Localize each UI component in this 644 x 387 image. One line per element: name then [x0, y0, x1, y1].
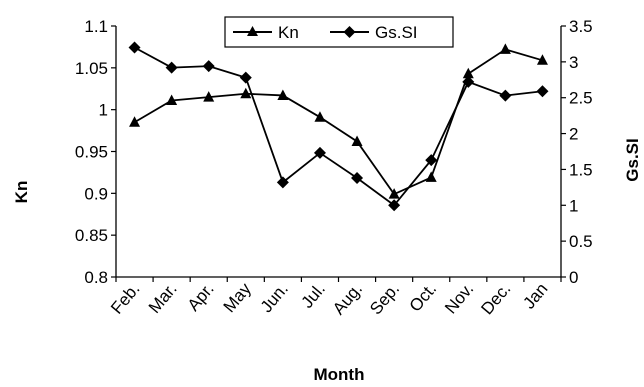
data-point-kn — [129, 116, 141, 127]
data-point-gs-si — [239, 71, 252, 84]
data-point-kn — [240, 87, 252, 99]
left-tick-label: 0.85 — [75, 226, 108, 245]
data-point-kn — [462, 67, 474, 79]
data-point-gs-si — [425, 154, 438, 167]
x-tick-label: Mar. — [145, 279, 181, 317]
right-tick-label: 1 — [569, 196, 578, 215]
data-point-kn — [314, 111, 326, 122]
data-point-gs-si — [128, 41, 141, 54]
data-point-kn — [351, 135, 363, 146]
left-tick-label: 0.95 — [75, 143, 108, 162]
data-point-gs-si — [536, 85, 549, 98]
data-point-gs-si — [388, 199, 401, 212]
right-tick-label: 1.5 — [569, 160, 593, 179]
x-tick-label: Jan — [519, 279, 551, 312]
data-point-kn — [499, 43, 511, 54]
x-tick-label: Nov. — [441, 279, 477, 317]
right-tick-label: 3.5 — [569, 17, 593, 36]
right-tick-label: 2.5 — [569, 89, 593, 108]
data-point-gs-si — [351, 172, 364, 185]
right-tick-label: 3 — [569, 53, 578, 72]
x-tick-label: May — [220, 279, 256, 316]
axes: 0.8 0.85 0.9 0.95 1 1.05 1.1 0 0.5 1 1.5 2 2.5 3 3.5 Fe… — [75, 17, 593, 318]
left-tick-label: 0.9 — [84, 184, 108, 203]
x-tick-label: Sep. — [366, 279, 403, 318]
data-point-gs-si — [202, 60, 215, 73]
left-tick-label: 0.8 — [84, 268, 108, 287]
data-point-kn — [166, 94, 178, 105]
data-point-gs-si — [313, 146, 326, 159]
legend: Kn Gs.SI — [224, 16, 454, 48]
data-point-gs-si — [462, 75, 475, 88]
right-tick-label: 0.5 — [569, 232, 593, 251]
data-point-kn — [277, 89, 289, 100]
legend-gssi-diamond-icon — [343, 26, 356, 38]
data-point-kn — [388, 188, 400, 199]
x-tick-label: Jun. — [257, 279, 292, 316]
x-tick-label: Oct. — [406, 279, 441, 315]
x-tick-label: Aug. — [329, 279, 366, 318]
x-axis-title: Month — [314, 365, 365, 384]
left-tick-label: 1 — [99, 101, 108, 120]
series-line-gs-si — [134, 46, 543, 207]
x-tick-label: Feb. — [107, 279, 143, 317]
data-point-kn — [203, 91, 215, 102]
right-tick-label: 2 — [569, 125, 578, 144]
series-line-kn — [134, 48, 543, 196]
legend-kn-triangle-icon — [247, 26, 258, 36]
left-tick-label: 1.05 — [75, 59, 108, 78]
x-tick-label: Jul. — [297, 279, 329, 311]
legend-kn-label: Kn — [278, 23, 299, 42]
x-tick-label: Dec. — [477, 279, 514, 318]
left-tick-label: 1.1 — [84, 17, 108, 36]
right-axis-title: Gs.SI — [623, 138, 642, 181]
right-tick-label: 0 — [569, 268, 578, 287]
legend-gssi-label: Gs.SI — [375, 23, 418, 42]
series-layer — [128, 41, 549, 212]
data-point-kn — [425, 171, 437, 182]
data-point-gs-si — [165, 61, 178, 74]
left-axis-title: Kn — [12, 181, 31, 204]
data-point-gs-si — [499, 89, 512, 102]
data-point-gs-si — [276, 176, 289, 189]
x-tick-label: Apr. — [184, 279, 218, 314]
data-point-kn — [536, 54, 548, 65]
